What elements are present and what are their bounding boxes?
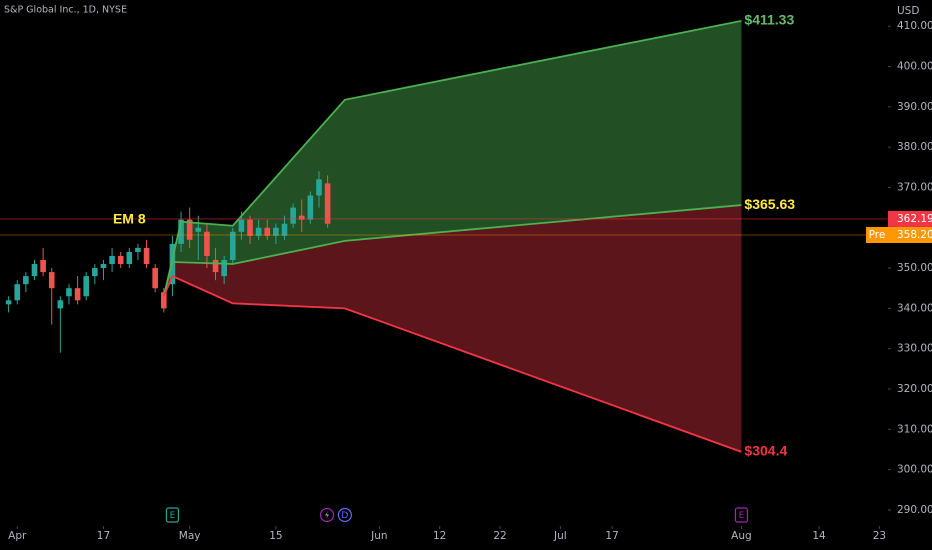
y-tick-label: 350.00 xyxy=(897,262,932,274)
premarket-label: 358.20 xyxy=(897,229,932,241)
last-price-label: 362.19 xyxy=(897,213,932,225)
event-label: D xyxy=(341,511,348,521)
premarket-box xyxy=(888,227,932,244)
event-marker xyxy=(734,507,749,523)
y-tick-label: 380.00 xyxy=(897,141,932,153)
candle-body xyxy=(117,255,124,265)
annotation: EM 8 xyxy=(113,210,146,226)
candle-body xyxy=(221,260,227,277)
candle-body xyxy=(5,300,12,305)
plot: $411.33 $365.63 $304.4 xyxy=(5,12,795,459)
y-tick-label: 400.00 xyxy=(897,61,932,73)
cone-line xyxy=(162,204,742,297)
cone-end-label: $411.33 xyxy=(744,12,794,28)
x-tick-label: 22 xyxy=(493,530,506,542)
candle-body xyxy=(290,207,296,224)
premarket-tag-box xyxy=(866,227,888,244)
candle-body xyxy=(178,219,184,244)
x-tick-label: 14 xyxy=(812,530,826,542)
y-tick-label: 310.00 xyxy=(897,423,932,435)
candle-body xyxy=(100,264,107,269)
y-tick-label: 300.00 xyxy=(897,464,932,476)
candle-body xyxy=(31,264,38,277)
candle-body xyxy=(126,251,133,265)
x-tick-label: 12 xyxy=(433,530,446,542)
candle-body xyxy=(195,227,202,232)
event-label: E xyxy=(170,511,176,521)
candle-body xyxy=(48,272,55,289)
event-marker xyxy=(165,507,180,523)
event-label: E xyxy=(739,511,745,521)
y-tick-label: 320.00 xyxy=(897,383,932,395)
candle-body xyxy=(74,288,81,301)
candle-body xyxy=(109,255,115,265)
fills xyxy=(163,20,742,452)
y-tick-label: 290.00 xyxy=(897,504,932,516)
cone-end-label: $365.63 xyxy=(744,196,795,212)
candle-body xyxy=(212,260,219,273)
cone-line xyxy=(162,19,742,297)
y-tick-label: 390.00 xyxy=(897,101,932,113)
candle-body xyxy=(229,231,236,260)
y-tick-label: 330.00 xyxy=(897,343,932,355)
candle-body xyxy=(281,223,288,236)
x-tick-label: Jul xyxy=(553,530,567,542)
candle-body xyxy=(161,292,167,309)
x-tick-label: Jun xyxy=(370,530,387,542)
chart-title: S&P Global Inc., 1D, NYSE xyxy=(4,5,127,16)
candle-body xyxy=(83,276,90,297)
x-tick-label: Aug xyxy=(731,530,752,542)
cone-fill xyxy=(163,20,742,297)
candle-body xyxy=(14,284,21,301)
candle-body xyxy=(135,247,141,252)
y-tick-label: 410.00 xyxy=(897,20,932,32)
x-tick-label: Apr xyxy=(8,530,27,542)
candle-body xyxy=(186,219,193,240)
candle-body xyxy=(247,219,253,236)
candle-body xyxy=(264,227,271,236)
x-tick-label: May xyxy=(179,530,201,542)
cone-line xyxy=(162,274,742,453)
x-tick-label: 23 xyxy=(873,530,886,542)
x-tick-label: 17 xyxy=(605,530,618,542)
event-marker xyxy=(337,507,352,523)
candle-body xyxy=(152,268,158,289)
x-tick-label: 17 xyxy=(97,530,110,542)
candle-body xyxy=(92,268,98,277)
candle-body xyxy=(238,219,245,232)
premarket-tag: Pre xyxy=(869,229,886,241)
x-tick-label: 15 xyxy=(269,530,282,542)
last-price-box xyxy=(888,210,932,227)
candle-body xyxy=(316,179,322,196)
candle-body xyxy=(307,195,314,220)
candle-body xyxy=(23,276,29,285)
dividend-icon xyxy=(319,507,335,523)
candle-body xyxy=(66,288,72,297)
candle-body xyxy=(298,215,305,220)
cone-fill xyxy=(163,205,742,452)
currency: USD xyxy=(897,5,919,17)
candle-body xyxy=(273,227,279,236)
y-tick-label: 340.00 xyxy=(897,302,932,314)
candle-body xyxy=(40,260,46,273)
cone-end-label: $304.4 xyxy=(744,443,787,459)
candle-body xyxy=(143,247,150,265)
candle-body xyxy=(255,227,262,236)
candle-body xyxy=(57,300,64,309)
candle-body xyxy=(324,183,331,224)
candle-body xyxy=(204,231,210,256)
y-tick-label: 370.00 xyxy=(897,181,932,193)
